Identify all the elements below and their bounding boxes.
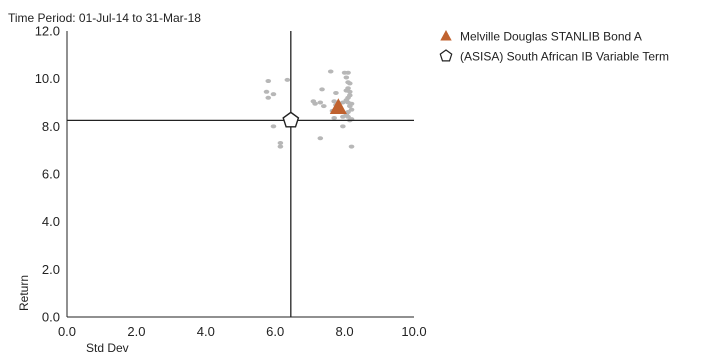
peer-point bbox=[265, 79, 272, 84]
legend: Melville Douglas STANLIB Bond A (ASISA) S… bbox=[439, 30, 669, 64]
peer-point bbox=[270, 92, 277, 97]
peer-point bbox=[347, 104, 353, 109]
x-tick-label: 2.0 bbox=[127, 324, 145, 339]
chart-subtitle: Time Period: 01-Jul-14 to 31-Mar-18 bbox=[8, 11, 201, 25]
legend-entry-label: (ASISA) South African IB Variable Term bbox=[460, 50, 669, 64]
x-tick-label: 4.0 bbox=[197, 324, 215, 339]
peer-point bbox=[345, 114, 351, 119]
peer-point bbox=[343, 75, 350, 80]
peer-point bbox=[265, 95, 272, 100]
peer-point bbox=[340, 114, 346, 119]
y-tick-label: 12.0 bbox=[35, 24, 60, 39]
peer-point bbox=[277, 141, 284, 146]
peer-point bbox=[317, 136, 324, 141]
peer-point bbox=[345, 70, 351, 75]
x-tick-label: 8.0 bbox=[336, 324, 354, 339]
legend-entry-label: Melville Douglas STANLIB Bond A bbox=[460, 30, 642, 44]
y-tick-label: 0.0 bbox=[42, 310, 60, 325]
peer-point bbox=[348, 107, 355, 112]
axes bbox=[66, 31, 414, 318]
x-axis-label: Std Dev bbox=[86, 341, 129, 354]
peer-point bbox=[340, 100, 346, 105]
tick-labels: 0.0 2.0 4.0 6.0 8.0 10.0 0.0 2.0 4.0 6.0 8.0 10.0 12… bbox=[35, 24, 427, 340]
legend-pentagon-icon bbox=[439, 49, 453, 62]
peer-point bbox=[320, 104, 327, 109]
fund-marker-triangle bbox=[329, 98, 347, 115]
peer-point bbox=[333, 90, 339, 95]
peer-point bbox=[277, 144, 284, 149]
peer-point bbox=[331, 115, 337, 120]
y-tick-label: 2.0 bbox=[42, 262, 60, 277]
peer-point bbox=[343, 88, 350, 93]
benchmark-marker-pentagon bbox=[282, 111, 300, 128]
legend-triangle-icon bbox=[440, 30, 452, 41]
peer-point bbox=[319, 87, 325, 92]
peer-point bbox=[340, 124, 346, 129]
series-markers bbox=[282, 98, 347, 128]
y-tick-label: 8.0 bbox=[42, 119, 60, 134]
peer-point bbox=[348, 144, 355, 149]
y-tick-label: 6.0 bbox=[42, 167, 60, 182]
y-tick-label: 10.0 bbox=[35, 71, 60, 86]
x-tick-label: 10.0 bbox=[401, 324, 426, 339]
peer-point bbox=[270, 124, 277, 129]
peer-point bbox=[327, 69, 334, 74]
peer-point bbox=[284, 77, 291, 82]
peer-point bbox=[263, 89, 270, 94]
peer-point bbox=[347, 81, 353, 86]
y-axis-label: Return bbox=[17, 275, 31, 311]
crosshair bbox=[67, 31, 414, 317]
peer-point bbox=[331, 99, 337, 104]
x-tick-label: 0.0 bbox=[58, 324, 76, 339]
x-tick-label: 6.0 bbox=[266, 324, 284, 339]
peer-point bbox=[317, 100, 324, 105]
peer-point bbox=[312, 101, 318, 106]
y-tick-label: 4.0 bbox=[42, 214, 60, 229]
